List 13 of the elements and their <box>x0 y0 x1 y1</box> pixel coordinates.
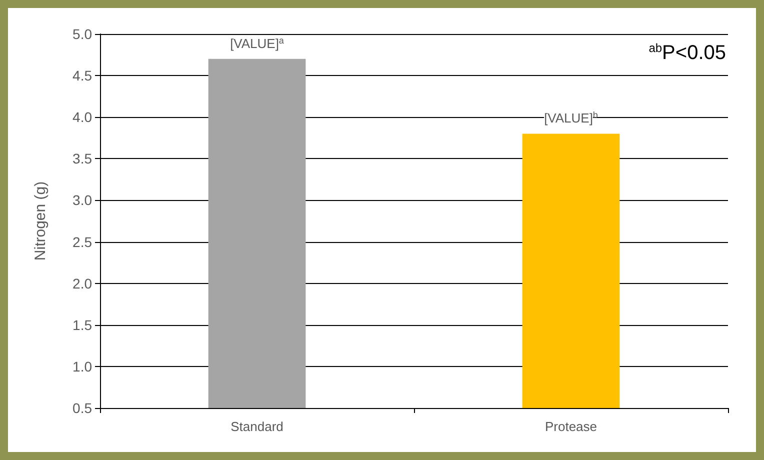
y-axis-title: Nitrogen (g) <box>32 181 49 261</box>
y-tick-label: 1.0 <box>72 358 92 374</box>
y-tick-label: 3.0 <box>72 192 92 208</box>
y-tick-label: 5.0 <box>72 26 92 42</box>
y-tick-label: 2.5 <box>72 234 92 250</box>
y-tick-label: 3.5 <box>72 150 92 167</box>
x-tick-label: Standard <box>230 419 284 434</box>
y-tick-label: 0.5 <box>72 400 92 416</box>
y-tick-label: 4.5 <box>72 68 92 84</box>
x-tick-label: Protease <box>544 419 598 434</box>
y-tick-label: 2.0 <box>72 275 92 292</box>
y-tick-label: 1.5 <box>72 316 92 333</box>
y-tick-label: 4.0 <box>72 109 92 126</box>
